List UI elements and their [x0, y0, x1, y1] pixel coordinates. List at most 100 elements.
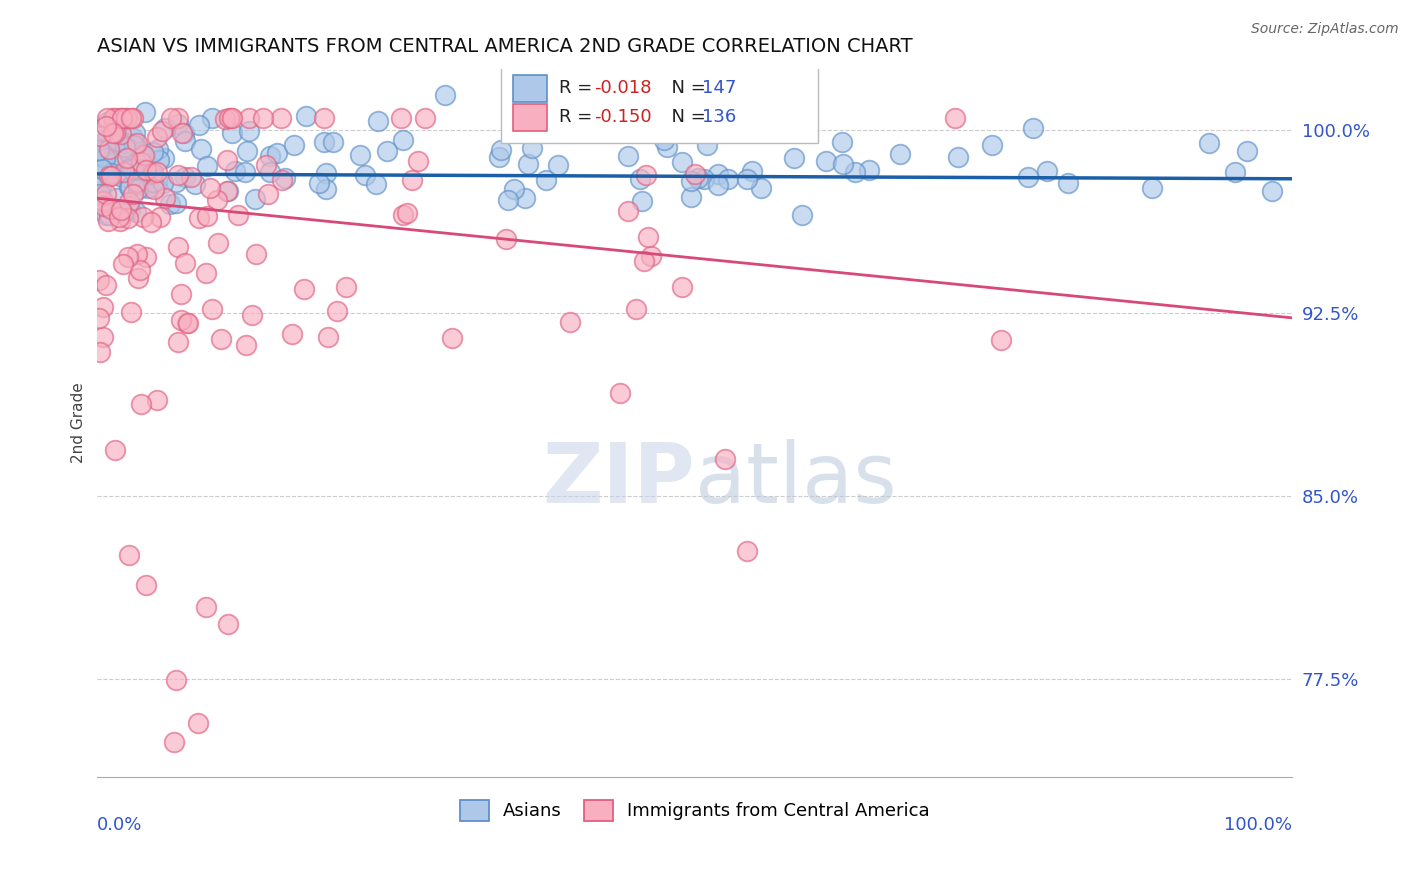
Point: [609, 386, 631, 401]
Point: [1260, 185, 1282, 199]
Point: [990, 333, 1012, 347]
Text: ASIAN VS IMMIGRANTS FROM CENTRAL AMERICA 2ND GRADE CORRELATION CHART: ASIAN VS IMMIGRANTS FROM CENTRAL AMERICA…: [97, 37, 912, 56]
Y-axis label: 2nd Grade: 2nd Grade: [72, 383, 86, 463]
Point: [100, 166, 122, 180]
Point: [155, 121, 177, 136]
Point: [150, 124, 173, 138]
Bar: [513, 75, 547, 102]
Point: [190, 142, 212, 156]
Point: [354, 169, 377, 183]
Point: [124, 138, 146, 153]
Point: [652, 133, 675, 147]
Point: [617, 203, 640, 218]
Point: [640, 249, 662, 263]
Point: [132, 211, 155, 225]
Point: [110, 202, 132, 217]
Text: N =: N =: [661, 79, 711, 97]
Point: [115, 151, 138, 165]
Point: [174, 255, 197, 269]
Point: [502, 182, 524, 196]
Point: [96, 278, 118, 293]
Point: [91, 300, 114, 314]
Point: [683, 167, 706, 181]
Text: atlas: atlas: [695, 439, 897, 520]
Text: Source: ZipAtlas.com: Source: ZipAtlas.com: [1251, 22, 1399, 37]
Point: [120, 111, 142, 125]
Point: [139, 215, 162, 229]
Point: [146, 165, 169, 179]
Point: [243, 192, 266, 206]
Point: [101, 126, 124, 140]
Point: [408, 154, 430, 169]
Point: [224, 164, 246, 178]
Point: [696, 120, 718, 135]
Point: [889, 146, 911, 161]
Point: [117, 145, 139, 159]
Point: [489, 143, 512, 157]
Point: [165, 673, 187, 687]
Point: [217, 617, 239, 632]
Point: [146, 142, 169, 156]
Point: [87, 169, 110, 183]
Legend: Asians, Immigrants from Central America: Asians, Immigrants from Central America: [453, 792, 936, 828]
Point: [534, 172, 557, 186]
Point: [142, 176, 165, 190]
Point: [707, 178, 730, 193]
Point: [117, 250, 139, 264]
Point: [103, 111, 125, 125]
Point: [308, 176, 330, 190]
Point: [110, 127, 132, 141]
Point: [115, 111, 138, 125]
Point: [93, 134, 115, 148]
Point: [517, 157, 540, 171]
Point: [1017, 170, 1039, 185]
Point: [218, 111, 240, 125]
Point: [312, 111, 335, 125]
Point: [201, 301, 224, 316]
Point: [94, 119, 117, 133]
Point: [170, 126, 193, 140]
Point: [187, 118, 209, 132]
Point: [315, 166, 337, 180]
Point: [710, 115, 733, 129]
Point: [87, 273, 110, 287]
Point: [233, 165, 256, 179]
Point: [657, 140, 679, 154]
Point: [134, 105, 156, 120]
Point: [141, 167, 163, 181]
Point: [149, 211, 172, 225]
Point: [146, 392, 169, 407]
Point: [375, 144, 398, 158]
Point: [176, 316, 198, 330]
Point: [127, 182, 149, 196]
Point: [693, 172, 716, 186]
Point: [142, 175, 165, 189]
Point: [105, 191, 128, 205]
Point: [205, 194, 228, 208]
Point: [108, 213, 131, 227]
Point: [87, 141, 110, 155]
Point: [110, 111, 132, 125]
Point: [1140, 180, 1163, 194]
Point: [628, 171, 651, 186]
Point: [671, 155, 693, 169]
Point: [124, 136, 146, 150]
Point: [696, 137, 718, 152]
Point: [153, 191, 176, 205]
Point: [118, 161, 141, 175]
Point: [207, 235, 229, 250]
Point: [107, 151, 129, 165]
Point: [132, 147, 155, 161]
Point: [271, 173, 294, 187]
Point: [221, 111, 243, 125]
Point: [943, 111, 966, 125]
Point: [195, 210, 218, 224]
Point: [136, 180, 159, 194]
Point: [259, 149, 281, 163]
Point: [120, 180, 142, 194]
Point: [148, 153, 170, 167]
Point: [170, 313, 193, 327]
Point: [946, 150, 969, 164]
Point: [145, 180, 167, 194]
Point: [118, 202, 141, 216]
